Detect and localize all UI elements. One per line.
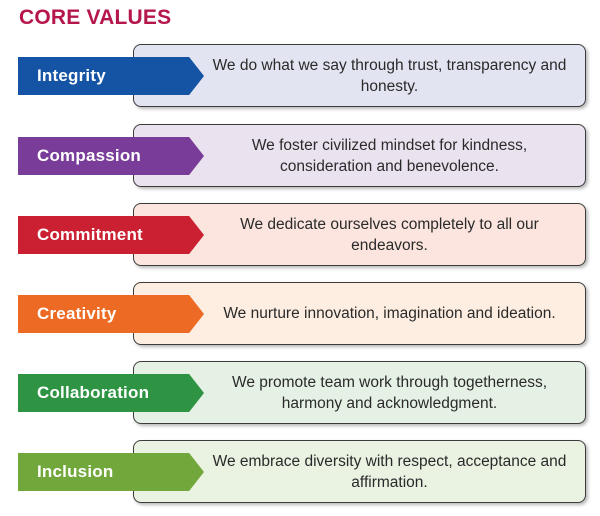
value-row-integrity: We do what we say through trust, transpa… (0, 44, 600, 110)
value-row-inclusion: We embrace diversity with respect, accep… (0, 440, 600, 506)
value-description: We do what we say through trust, transpa… (212, 56, 567, 95)
value-description-card: We dedicate ourselves completely to all … (133, 203, 586, 266)
value-tag: Creativity (18, 295, 204, 333)
value-label: Commitment (37, 225, 143, 244)
page-title: CORE VALUES (19, 6, 172, 29)
value-tag: Compassion (18, 137, 204, 175)
value-description: We embrace diversity with respect, accep… (212, 452, 567, 491)
value-row-creativity: We nurture innovation, imagination and i… (0, 282, 600, 348)
value-tag: Commitment (18, 216, 204, 254)
value-description: We nurture innovation, imagination and i… (223, 305, 556, 322)
value-tag: Collaboration (18, 374, 204, 412)
value-label: Integrity (37, 66, 106, 85)
value-row-commitment: We dedicate ourselves completely to all … (0, 203, 600, 269)
value-description: We dedicate ourselves completely to all … (240, 215, 539, 254)
value-row-collaboration: We promote team work through togethernes… (0, 361, 600, 427)
value-label: Compassion (37, 146, 142, 165)
value-description: We foster civilized mindset for kindness… (251, 136, 528, 175)
value-row-compassion: We foster civilized mindset for kindness… (0, 124, 600, 190)
value-label: Creativity (37, 304, 117, 323)
value-description-card: We nurture innovation, imagination and i… (133, 282, 586, 345)
value-description-card: We embrace diversity with respect, accep… (133, 440, 586, 503)
value-tag: Inclusion (18, 453, 204, 491)
value-description-card: We do what we say through trust, transpa… (133, 44, 586, 107)
value-tag: Integrity (18, 57, 204, 95)
value-description-card: We promote team work through togethernes… (133, 361, 586, 424)
value-description-card: We foster civilized mindset for kindness… (133, 124, 586, 187)
value-description: We promote team work through togethernes… (231, 373, 548, 412)
value-label: Inclusion (37, 462, 114, 481)
value-label: Collaboration (37, 383, 150, 402)
